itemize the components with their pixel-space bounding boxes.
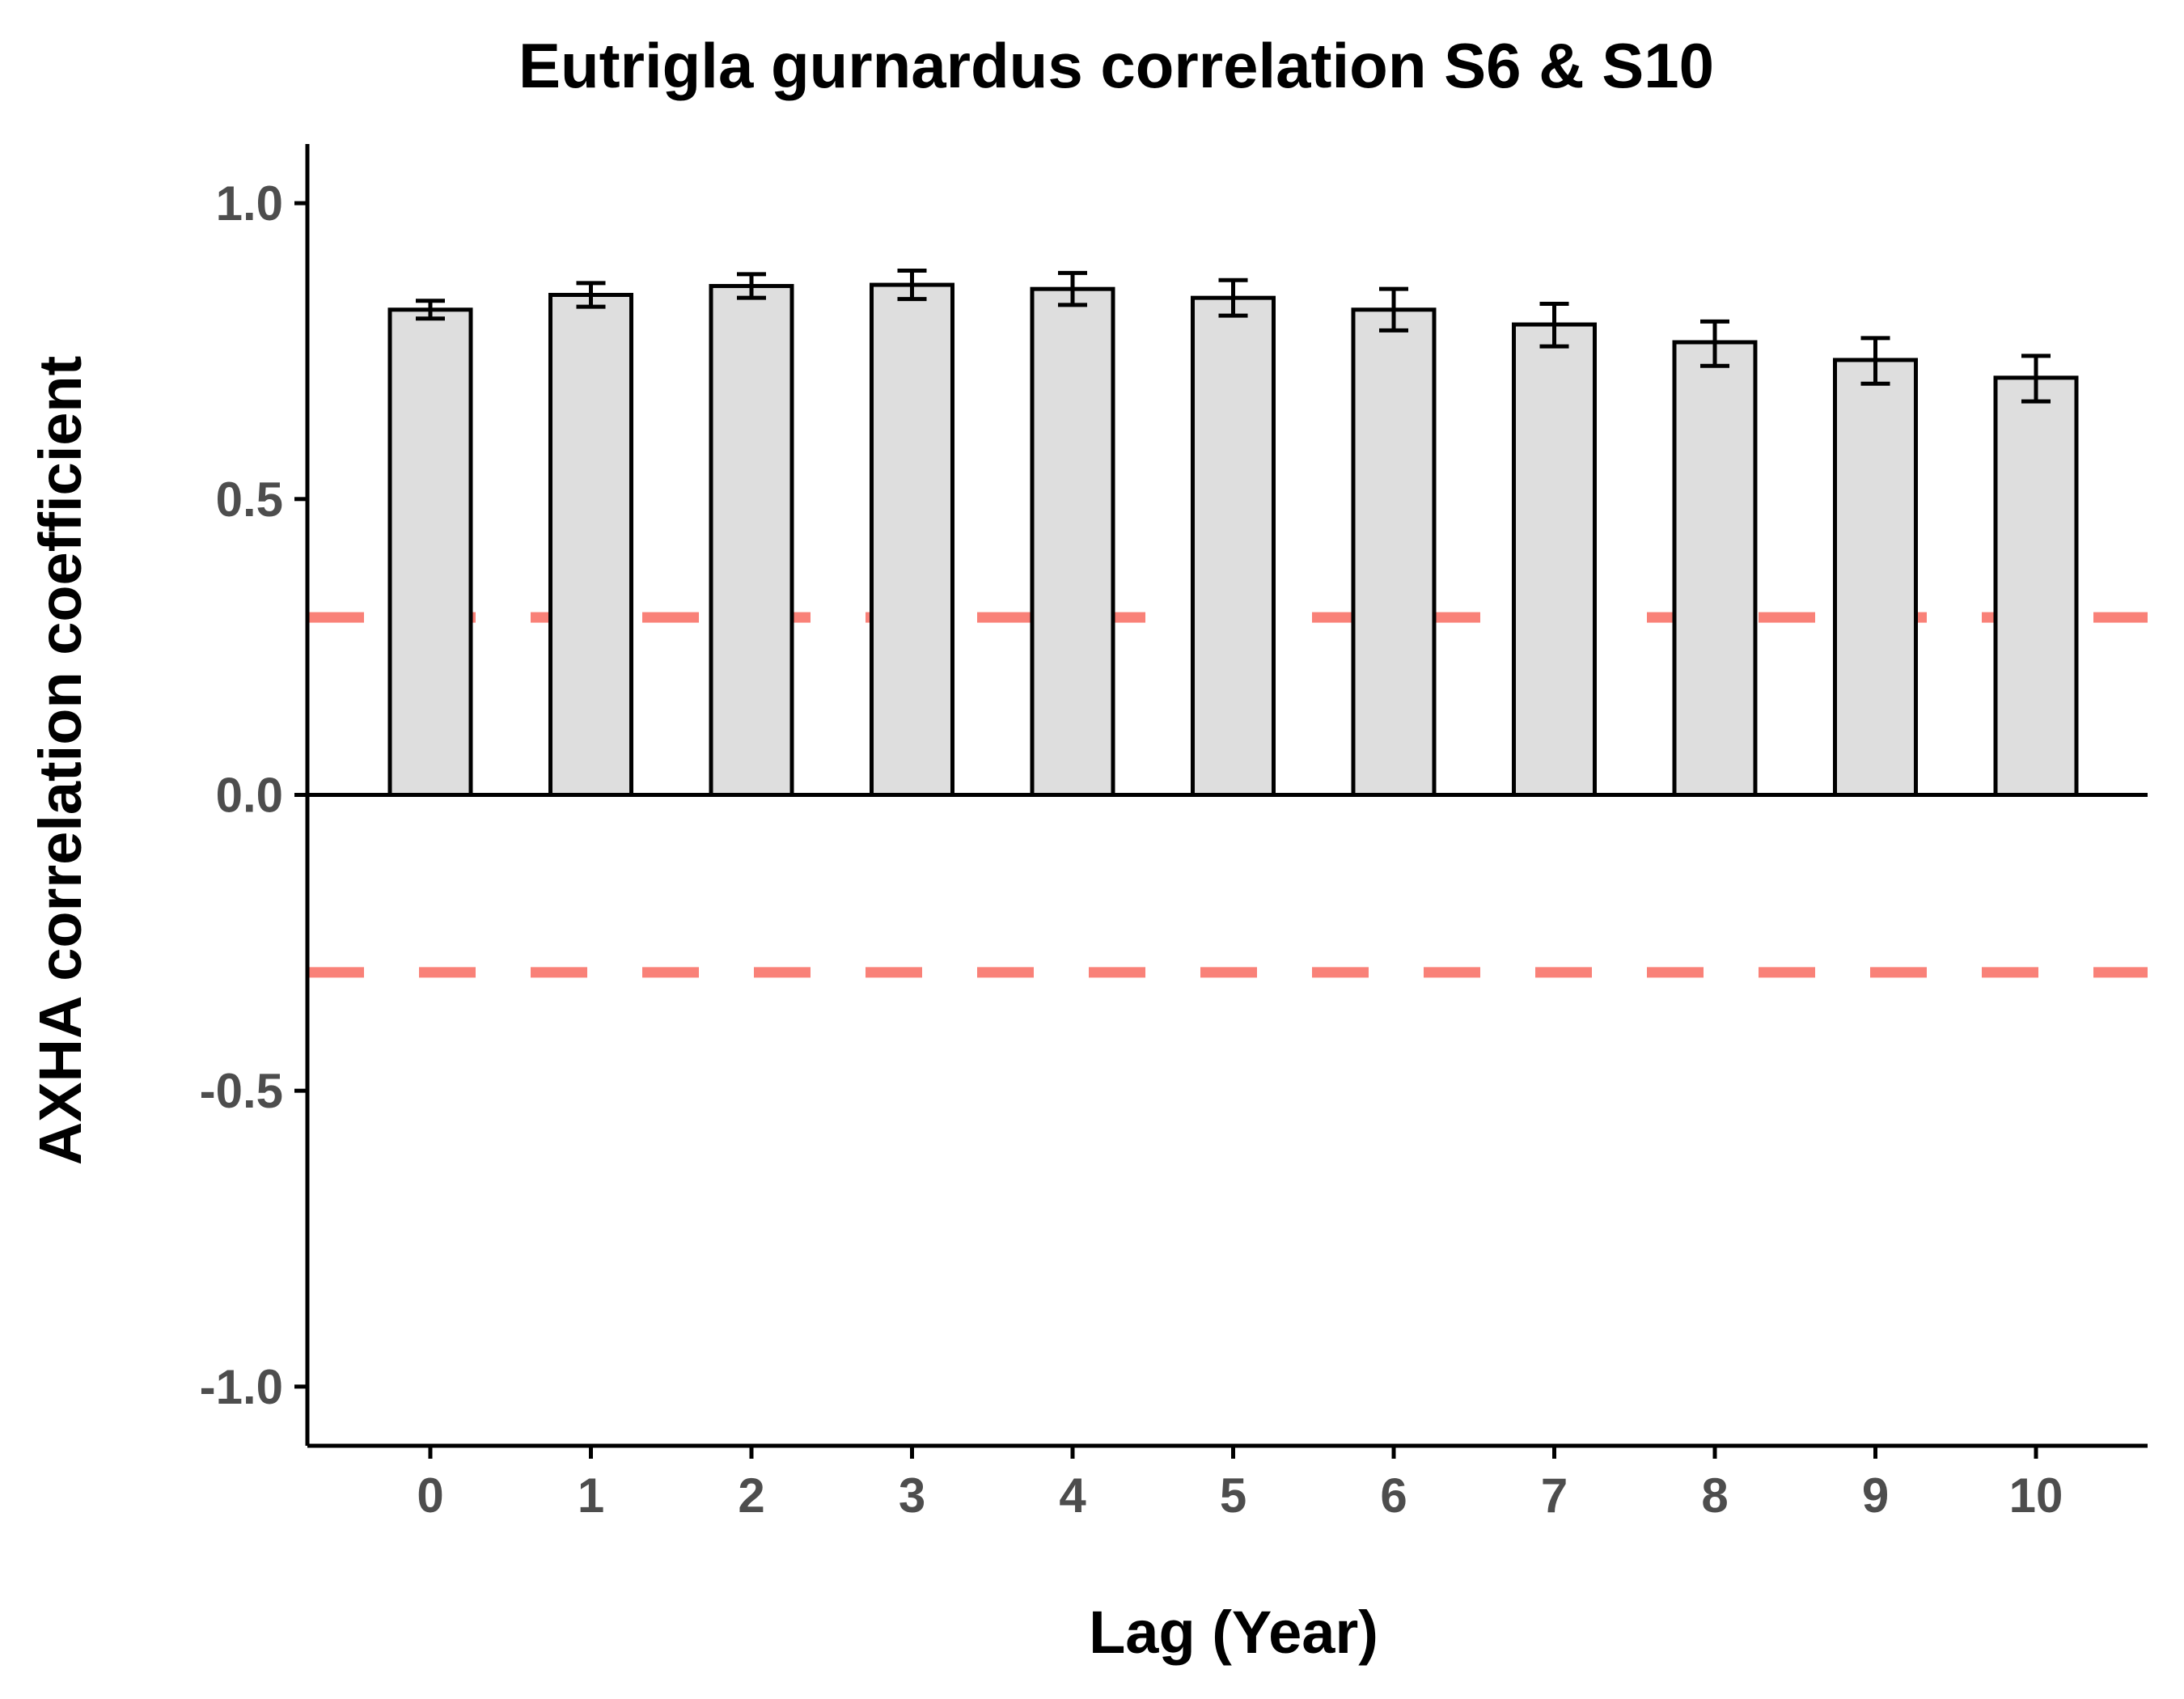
x-tick-label: 9 [1862, 1468, 1889, 1523]
y-tick-label: -1.0 [200, 1360, 283, 1414]
x-tick-label: 5 [1220, 1468, 1246, 1523]
error-bar [1218, 278, 1248, 318]
bar [1191, 295, 1276, 797]
bar [1833, 358, 1918, 797]
x-tick-label: 2 [738, 1468, 764, 1523]
bar [1993, 375, 2079, 798]
bar [387, 307, 473, 798]
error-bar [576, 281, 606, 309]
bar [1351, 307, 1437, 798]
x-tick-label: 1 [578, 1468, 604, 1523]
chart-title: Eutrigla gurnardus correlation S6 & S10 [518, 30, 1714, 101]
y-tick-label: -0.5 [200, 1064, 283, 1118]
y-axis: -1.0 -0.5 0.0 0.5 1.0 [200, 144, 310, 1446]
bars [387, 282, 2079, 798]
x-tick-label: 10 [2009, 1468, 2063, 1523]
bar [870, 282, 954, 797]
y-tick-label: 1.0 [216, 176, 283, 231]
bar [709, 284, 794, 797]
x-tick-label: 0 [417, 1468, 443, 1523]
error-bars [416, 269, 2051, 404]
error-bar [897, 269, 927, 302]
error-bar [1058, 270, 1087, 307]
y-axis-title: AXHA correlation coefficient [27, 356, 94, 1166]
error-bar [1539, 301, 1569, 349]
x-tick-label: 7 [1541, 1468, 1568, 1523]
error-bar [1700, 319, 1729, 368]
bar [548, 292, 633, 797]
x-axis: 0 1 2 3 4 5 6 7 8 9 10 [307, 1443, 2148, 1523]
error-bar [1379, 286, 1408, 333]
x-axis-title: Lag (Year) [1089, 1599, 1378, 1666]
error-bar [2021, 354, 2051, 404]
bar [1672, 340, 1758, 797]
x-tick-label: 8 [1701, 1468, 1728, 1523]
y-tick-label: 0.5 [216, 472, 283, 527]
error-bar [737, 272, 766, 300]
y-tick-label: 0.0 [216, 769, 283, 823]
bar [1030, 286, 1115, 797]
x-tick-label: 4 [1059, 1468, 1086, 1523]
error-bar [1860, 336, 1890, 386]
x-tick-label: 6 [1380, 1468, 1407, 1523]
bar [1512, 322, 1597, 797]
x-tick-label: 3 [899, 1468, 925, 1523]
error-bar [416, 299, 445, 321]
